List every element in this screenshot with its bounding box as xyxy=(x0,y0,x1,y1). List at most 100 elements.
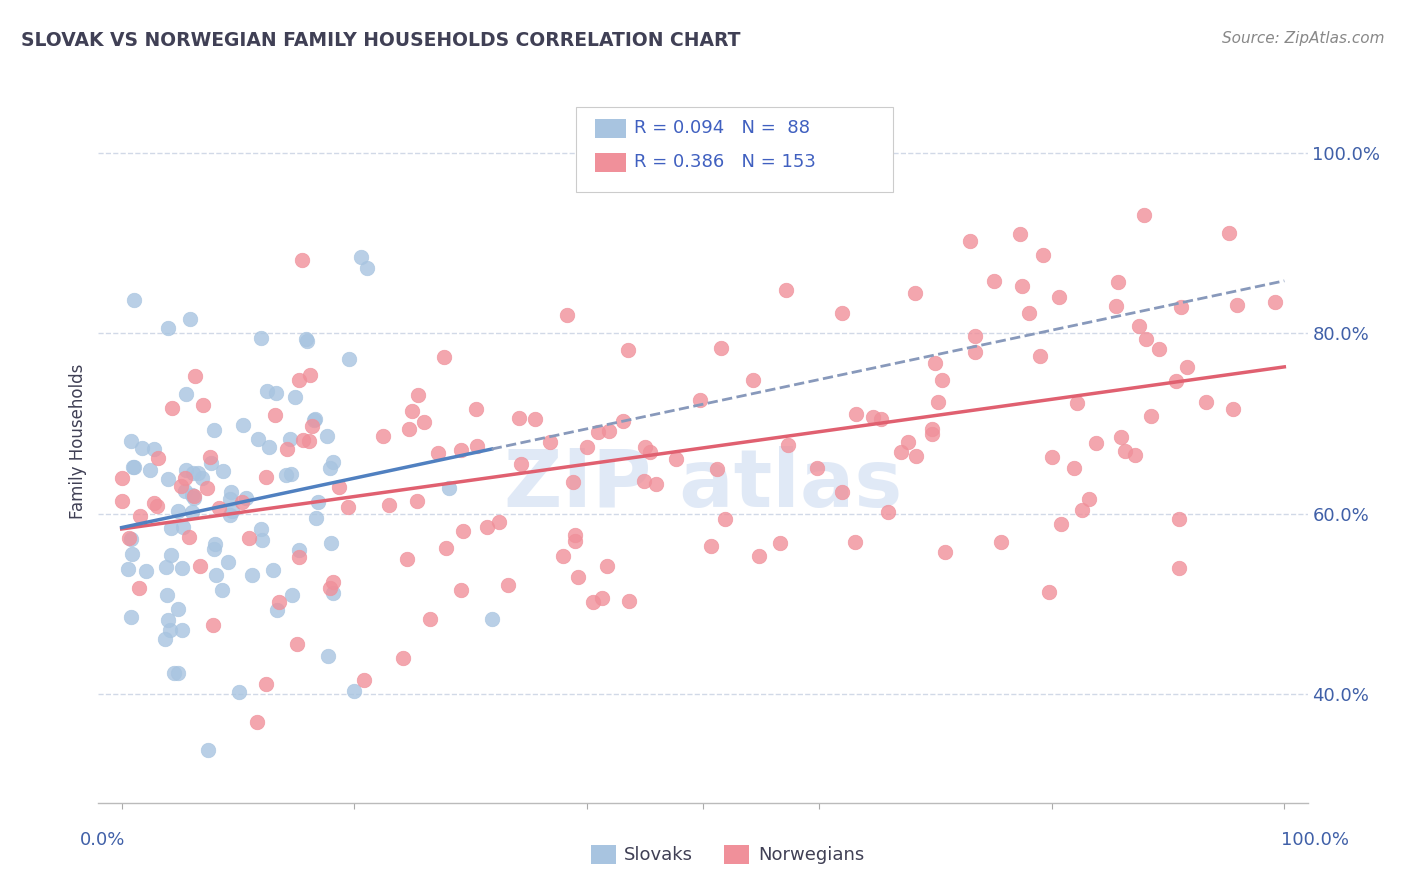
Point xyxy=(576,440,599,454)
Point xyxy=(806,460,828,475)
Point xyxy=(153,632,176,646)
Point xyxy=(564,528,586,542)
Point xyxy=(302,413,325,427)
Point xyxy=(638,445,661,459)
Point xyxy=(396,552,419,566)
Point xyxy=(160,548,183,562)
Point xyxy=(157,472,180,486)
Point xyxy=(157,613,180,627)
Point xyxy=(167,504,190,518)
Point xyxy=(700,539,723,553)
Point xyxy=(160,521,183,535)
Point xyxy=(288,542,311,557)
Point xyxy=(200,456,222,470)
Point xyxy=(959,234,981,248)
Point xyxy=(281,588,304,602)
Point xyxy=(181,466,204,480)
Point xyxy=(278,432,301,446)
Point xyxy=(1105,300,1128,314)
Point xyxy=(481,612,503,626)
Point xyxy=(135,564,157,578)
Point xyxy=(287,373,309,387)
Point xyxy=(174,471,197,485)
Point xyxy=(464,402,486,417)
Point xyxy=(322,586,344,600)
Point xyxy=(1109,430,1132,444)
Point xyxy=(238,531,260,545)
Point xyxy=(259,440,281,454)
Point xyxy=(246,714,269,729)
Point xyxy=(496,578,519,592)
Point xyxy=(128,509,150,524)
Point xyxy=(510,457,533,471)
Point xyxy=(274,467,297,482)
Point xyxy=(291,434,314,448)
Point xyxy=(264,386,287,401)
Point xyxy=(184,368,207,383)
Point xyxy=(322,455,344,469)
Point xyxy=(437,481,460,495)
Point xyxy=(1049,517,1071,532)
Point xyxy=(488,515,510,529)
Point xyxy=(398,422,420,436)
Point xyxy=(143,496,166,510)
Point xyxy=(890,445,912,459)
Point xyxy=(1029,349,1052,363)
Point xyxy=(1032,248,1054,262)
Point xyxy=(156,588,179,602)
Point xyxy=(191,398,214,412)
Point xyxy=(401,404,423,418)
Point xyxy=(1167,511,1189,525)
Point xyxy=(1040,450,1063,465)
Point xyxy=(254,677,277,691)
Text: SLOVAK VS NORWEGIAN FAMILY HOUSEHOLDS CORRELATION CHART: SLOVAK VS NORWEGIAN FAMILY HOUSEHOLDS CO… xyxy=(21,31,741,50)
Point xyxy=(927,394,949,409)
Point xyxy=(1011,278,1033,293)
Text: 100.0%: 100.0% xyxy=(1281,831,1348,849)
Point xyxy=(450,442,472,457)
Point xyxy=(298,434,321,449)
Point xyxy=(301,419,323,434)
Point xyxy=(319,536,342,550)
Point xyxy=(187,467,209,481)
Point xyxy=(436,541,458,555)
Point xyxy=(204,423,226,437)
Point xyxy=(1222,402,1244,417)
Point xyxy=(228,685,250,699)
Point xyxy=(748,549,770,564)
Point xyxy=(183,491,205,506)
Point xyxy=(356,260,378,275)
Point xyxy=(963,329,986,343)
Point xyxy=(254,470,277,484)
Point xyxy=(1128,318,1150,333)
Point xyxy=(564,533,586,548)
Point xyxy=(208,501,231,516)
Point xyxy=(905,449,928,463)
Point xyxy=(538,435,561,450)
Point xyxy=(250,533,273,548)
Point xyxy=(316,429,339,443)
Point xyxy=(665,452,688,467)
Point xyxy=(1071,502,1094,516)
Point xyxy=(844,534,866,549)
Point xyxy=(250,522,273,536)
Point xyxy=(128,582,150,596)
Point xyxy=(177,530,200,544)
Point xyxy=(280,467,302,482)
Point xyxy=(523,412,546,426)
Point xyxy=(118,531,141,545)
Point xyxy=(1084,436,1107,450)
Point xyxy=(240,568,263,582)
Point xyxy=(288,550,311,565)
Point xyxy=(284,390,307,404)
Point xyxy=(181,488,204,502)
Point xyxy=(567,570,589,584)
Point xyxy=(183,489,205,503)
Point xyxy=(305,511,328,525)
Point xyxy=(131,441,153,455)
Point xyxy=(1107,276,1129,290)
Point xyxy=(120,609,142,624)
Point xyxy=(1114,444,1136,458)
Point xyxy=(353,673,375,687)
Text: Source: ZipAtlas.com: Source: ZipAtlas.com xyxy=(1222,31,1385,46)
